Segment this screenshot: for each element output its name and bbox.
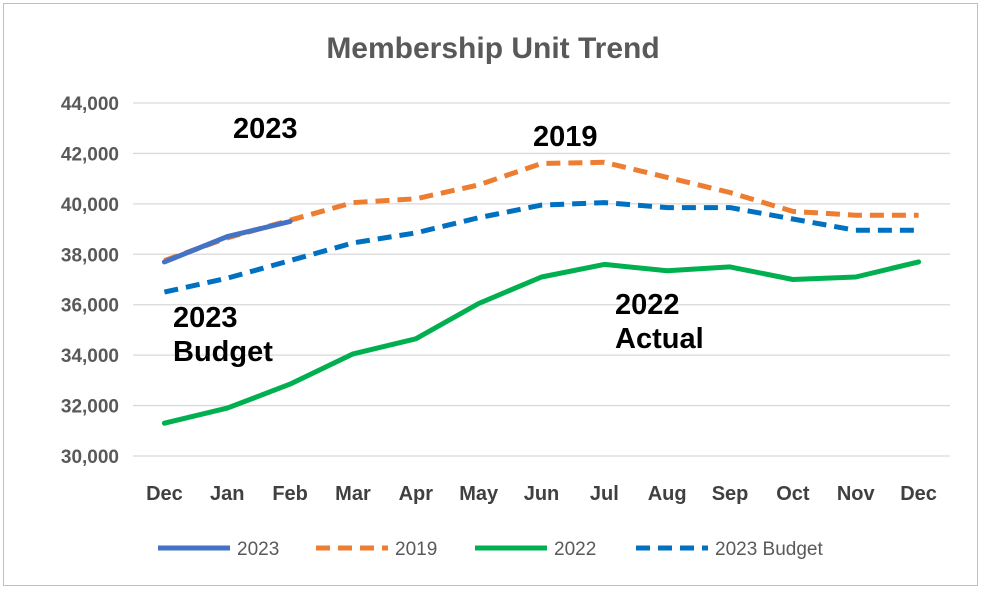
series-line-2019 (163, 159, 919, 263)
x-tick-label: Mar (335, 483, 371, 505)
annotation-2019: 2019 (533, 121, 598, 153)
series-lines (161, 159, 922, 426)
annotation-2023: 2023 (233, 113, 298, 145)
y-tick-label: 38,000 (61, 245, 119, 266)
annotation-2022-actual: 2022 Actual (615, 289, 704, 355)
x-tick-label: Feb (272, 483, 308, 505)
y-tick-label: 42,000 (61, 144, 119, 165)
y-axis-ticks: 30,000 32,000 34,000 36,000 38,000 40,000 42,0… (61, 94, 119, 468)
series-line-2023 (161, 219, 293, 265)
annotation-line: 2019 (533, 121, 598, 153)
legend-label: 2022 (554, 539, 596, 560)
annotation-line: 2023 (173, 302, 238, 334)
series-line-2023-budget (163, 200, 919, 295)
y-tick-label: 36,000 (61, 296, 119, 317)
y-tick-label: 34,000 (61, 346, 119, 367)
chart-title: Membership Unit Trend (326, 32, 659, 65)
annotation-line: Actual (615, 323, 704, 355)
x-tick-label: Aug (648, 483, 687, 505)
x-tick-label: Nov (837, 483, 876, 505)
x-axis-ticks: Dec Jan Feb Mar Apr May Jun Jul Aug Sep Oct Nov Dec (146, 483, 937, 505)
x-tick-label: Jul (590, 483, 619, 505)
y-tick-label: 30,000 (61, 447, 119, 468)
annotation-line: Budget (173, 336, 273, 368)
x-tick-label: Apr (399, 483, 434, 505)
y-tick-label: 32,000 (61, 397, 119, 418)
x-tick-label: Dec (146, 483, 183, 505)
x-tick-label: Jun (524, 483, 560, 505)
x-tick-label: Jan (210, 483, 244, 505)
series-line-2022 (161, 259, 922, 426)
legend-label: 2023 (237, 539, 279, 560)
y-tick-label: 44,000 (61, 94, 119, 115)
chart-frame (3, 3, 978, 586)
annotation-line: 2022 (615, 289, 680, 321)
legend-label: 2023 Budget (715, 539, 823, 560)
x-tick-label: May (459, 483, 499, 505)
x-tick-label: Dec (900, 483, 937, 505)
annotation-line: 2023 (233, 113, 298, 145)
y-tick-label: 40,000 (61, 195, 119, 216)
legend-label: 2019 (395, 539, 437, 560)
x-tick-label: Sep (712, 483, 749, 505)
x-tick-label: Oct (776, 483, 810, 505)
annotation-2023-budget: 2023 Budget (173, 302, 273, 368)
legend: 2023 2019 2022 2023 Budget (158, 539, 823, 560)
